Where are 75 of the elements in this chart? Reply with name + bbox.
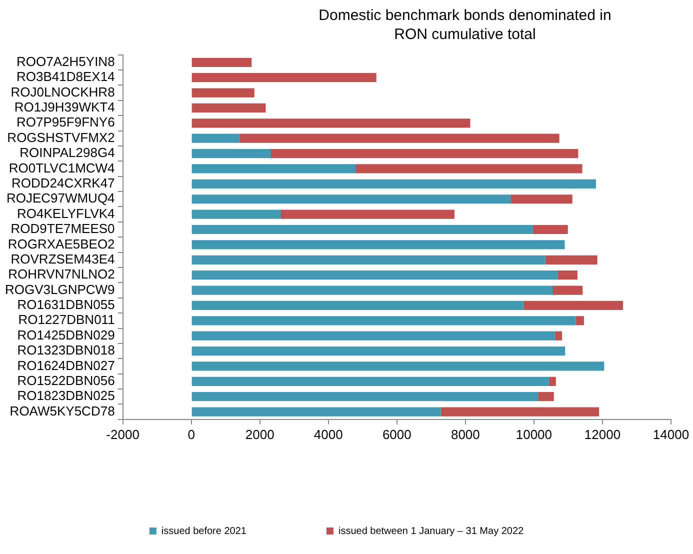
y-tick-label: ROVRZSEM43E4 [10,251,115,266]
y-tick-label: RO1823DBN025 [17,388,115,404]
x-tick-label: -2000 [106,426,140,442]
y-tick-label: RO4KELYFLVK4 [17,206,115,221]
bar [192,164,356,174]
bar [552,286,583,295]
bar [576,316,584,326]
y-tick-label: RO1631DBN055 [17,297,115,312]
bar [192,255,546,264]
legend-label: issued before 2021 [161,526,247,537]
bar [192,194,511,204]
bar [270,148,578,158]
bar [523,300,624,310]
y-tick-label: ROJEC97WMUQ4 [6,190,115,206]
bar [355,164,582,174]
y-tick-label: RO0TLVC1MCW4 [8,160,115,176]
bar [558,270,578,280]
bar [192,224,533,234]
y-tick-label: RO3B41D8EX14 [16,69,115,84]
bar [192,134,240,143]
y-tick-label: RO1522DBN056 [17,373,115,388]
y-tick-label: ROD9TE7MEES0 [10,221,115,236]
bar [538,392,554,402]
y-tick-label: ROGSHSTVFMX2 [7,130,115,145]
bar [192,103,266,113]
x-tick-label: 12000 [584,426,621,442]
bar [554,331,562,340]
y-tick-label: RO1624DBN027 [17,358,115,373]
bar [192,148,270,158]
bar [192,210,280,219]
chart-title: Domestic benchmark bonds denominated in RON cumulative total [318,6,612,44]
x-tick-label: 8000 [450,426,480,442]
y-tick-label: RODD24CXRK47 [11,176,115,191]
bar [192,58,252,67]
y-tick-label: RO1425DBN029 [17,327,115,342]
y-tick-label: ROGRXAE5BEO2 [8,236,115,252]
bar [532,224,568,234]
bar [192,286,552,295]
bar [192,270,558,280]
y-tick-label: ROHRVN7NLNO2 [8,266,115,282]
y-tick-label: RO1323DBN018 [17,342,115,358]
bar [440,407,600,416]
bar [239,134,560,143]
y-tick-label: ROO7A2H5YIN8 [16,54,115,69]
y-tick-label: ROAW5KY5CD78 [10,403,115,418]
bar [192,346,566,356]
y-tick-label: RO1J9H39WKT4 [14,100,115,115]
bar [510,194,572,204]
bar [548,376,556,386]
bar [280,210,454,219]
x-tick-label: 4000 [314,426,343,442]
y-tick-label: ROGV3LGNPCW9 [4,282,115,297]
bar [545,255,598,264]
bar [192,240,565,250]
y-tick-label: RO1227DBN011 [18,312,115,328]
bar [192,88,254,98]
y-tick-label: RO7P95F9FNY6 [16,114,115,130]
legend-label: issued between 1 January – 31 May 2022 [338,526,524,537]
bar [192,179,596,188]
x-tick-label: 2000 [245,426,274,442]
bar [192,376,549,386]
x-tick-label: 14000 [652,426,690,442]
bar [192,118,470,128]
y-tick-label: ROJ0LNOCKHR8 [10,84,115,100]
x-tick-label: 0 [188,426,195,442]
bar [192,407,441,416]
x-tick-label: 6000 [382,426,412,442]
y-tick-label: ROINPAL298G4 [20,145,115,160]
bar [192,73,376,82]
x-tick-label: 10000 [516,426,552,442]
bar [192,362,604,371]
bar [192,331,555,340]
bar [192,392,538,402]
bar [192,300,524,310]
bar [192,316,576,326]
